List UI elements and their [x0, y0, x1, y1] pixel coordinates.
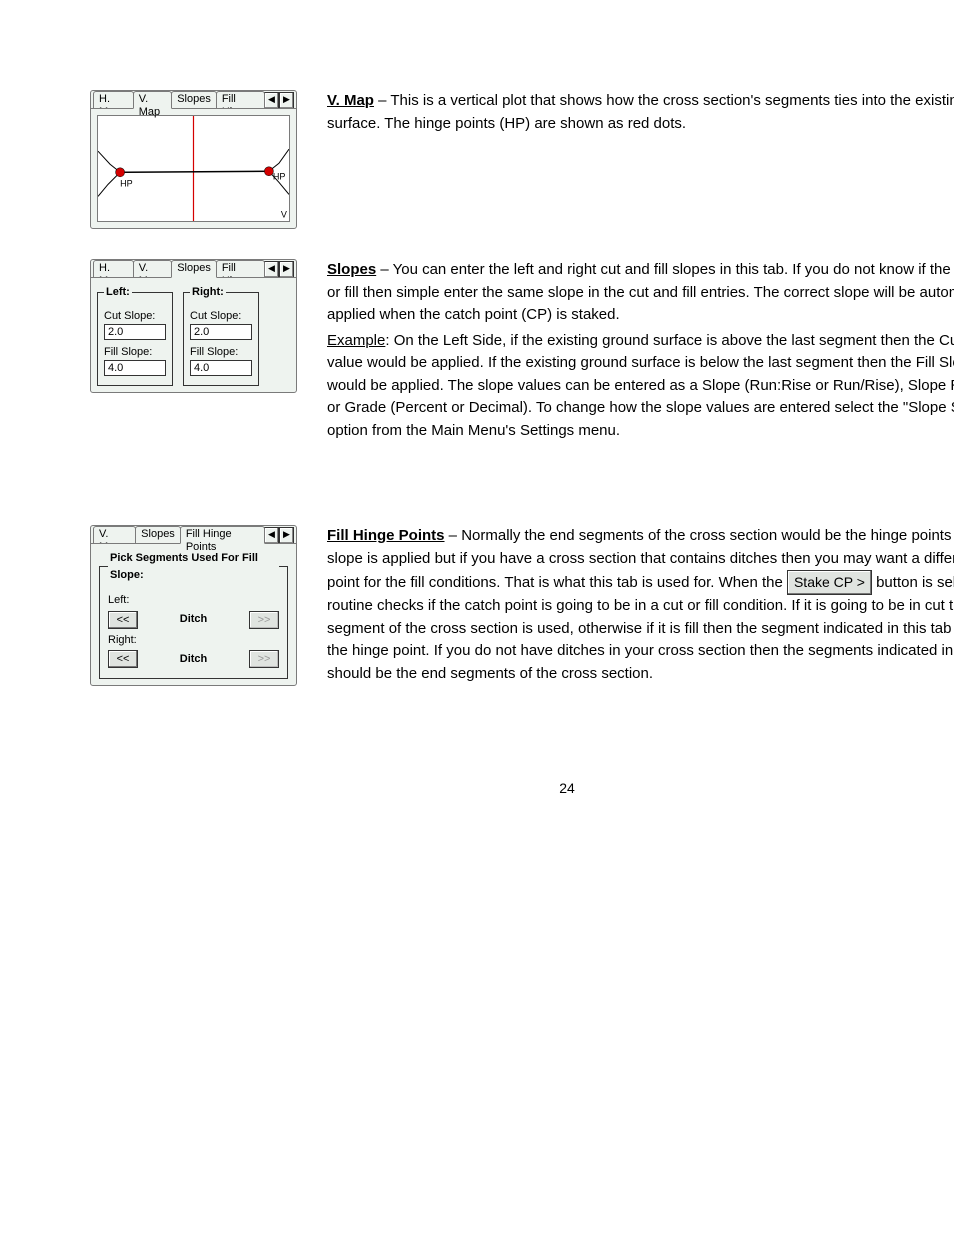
- tab-slopes[interactable]: Slopes: [171, 91, 217, 109]
- slopes-right-legend: Right:: [190, 284, 226, 301]
- tab-v-map[interactable]: V. Map: [133, 91, 172, 109]
- slopes-left-legend: Left:: [104, 284, 132, 301]
- slopes-right-group: Right: Cut Slope: Fill Slope:: [183, 284, 259, 386]
- tab-slopes[interactable]: Slopes: [135, 526, 181, 544]
- tab-scroll-right[interactable]: ▶: [279, 261, 294, 278]
- tab-scroll-right[interactable]: ▶: [279, 527, 294, 544]
- slopes-body: Left: Cut Slope: Fill Slope: Right: Cut …: [91, 277, 296, 392]
- hinge-body: Pick Segments Used For Fill Slope: Left:…: [91, 543, 296, 685]
- slopes-heading: Slopes: [327, 261, 376, 278]
- hinge-right-prev-button[interactable]: <<: [108, 650, 138, 668]
- hinge-left-value: Ditch: [146, 611, 241, 628]
- hinge-legend: Pick Segments Used For Fill Slope:: [108, 550, 279, 583]
- vmap-description: V. Map – This is a vertical plot that sh…: [327, 90, 954, 138]
- hinge-left-prev-button[interactable]: <<: [108, 611, 138, 629]
- tab-h-map[interactable]: H. Map: [93, 91, 134, 109]
- tab-scroll: ◀ ▶: [264, 527, 294, 544]
- hinge-fieldset: Pick Segments Used For Fill Slope: Left:…: [99, 550, 288, 679]
- stake-cp-button[interactable]: Stake CP >: [787, 570, 872, 595]
- hinge-description: Fill Hinge Points – Normally the end seg…: [327, 525, 954, 688]
- slopes-left-group: Left: Cut Slope: Fill Slope:: [97, 284, 173, 386]
- hinge-right-value: Ditch: [146, 651, 241, 668]
- svg-text:V: V: [281, 210, 287, 220]
- tab-fill-hinge[interactable]: Fill Hinge: [216, 91, 265, 109]
- tab-scroll-right[interactable]: ▶: [279, 92, 294, 109]
- tab-v-map[interactable]: V. Map: [93, 526, 136, 544]
- right-fill-input[interactable]: [190, 360, 252, 376]
- vmap-body: HP HP V: [91, 108, 296, 228]
- hinge-right-next-button[interactable]: >>: [249, 650, 279, 668]
- slopes-example-text: : On the Left Side, if the existing grou…: [327, 332, 954, 439]
- vmap-tabs: H. Map V. Map Slopes Fill Hinge ◀ ▶: [91, 91, 296, 109]
- right-fill-label: Fill Slope:: [190, 344, 252, 361]
- svg-text:HP: HP: [273, 171, 286, 181]
- right-cut-input[interactable]: [190, 324, 252, 340]
- left-cut-input[interactable]: [104, 324, 166, 340]
- slopes-description: Slopes – You can enter the left and righ…: [327, 259, 954, 445]
- slopes-text1: – You can enter the left and right cut a…: [327, 261, 954, 323]
- tab-slopes[interactable]: Slopes: [171, 260, 217, 278]
- slopes-panel: H. Map V. Map Slopes Fill Hinge ◀ ▶ Left…: [90, 259, 297, 393]
- hinge-right-label: Right:: [108, 632, 279, 649]
- tab-fill-hinge[interactable]: Fill Hinge: [216, 260, 265, 278]
- tab-scroll-left[interactable]: ◀: [264, 92, 279, 109]
- tab-scroll-left[interactable]: ◀: [264, 527, 279, 544]
- hinge-panel: V. Map Slopes Fill Hinge Points ◀ ▶ Pick…: [90, 525, 297, 686]
- hinge-left-label: Left:: [108, 592, 279, 609]
- svg-text:HP: HP: [120, 178, 133, 188]
- vmap-text: – This is a vertical plot that shows how…: [327, 92, 954, 132]
- slopes-tabs: H. Map V. Map Slopes Fill Hinge ◀ ▶: [91, 260, 296, 278]
- hinge-heading: Fill Hinge Points: [327, 527, 445, 544]
- page-number: 24: [90, 778, 954, 799]
- tab-scroll: ◀ ▶: [264, 92, 294, 109]
- vmap-canvas: HP HP V: [97, 115, 290, 222]
- slopes-example-label: Example: [327, 332, 385, 349]
- tab-fill-hinge-points[interactable]: Fill Hinge Points: [180, 526, 265, 544]
- left-fill-label: Fill Slope:: [104, 344, 166, 361]
- left-fill-input[interactable]: [104, 360, 166, 376]
- left-cut-label: Cut Slope:: [104, 308, 166, 325]
- tab-scroll: ◀ ▶: [264, 261, 294, 278]
- tab-v-map[interactable]: V. Map: [133, 260, 172, 278]
- right-cut-label: Cut Slope:: [190, 308, 252, 325]
- tab-scroll-left[interactable]: ◀: [264, 261, 279, 278]
- vmap-panel: H. Map V. Map Slopes Fill Hinge ◀ ▶: [90, 90, 297, 229]
- vmap-heading: V. Map: [327, 92, 374, 109]
- hinge-left-next-button[interactable]: >>: [249, 611, 279, 629]
- hinge-tabs: V. Map Slopes Fill Hinge Points ◀ ▶: [91, 526, 296, 544]
- tab-h-map[interactable]: H. Map: [93, 260, 134, 278]
